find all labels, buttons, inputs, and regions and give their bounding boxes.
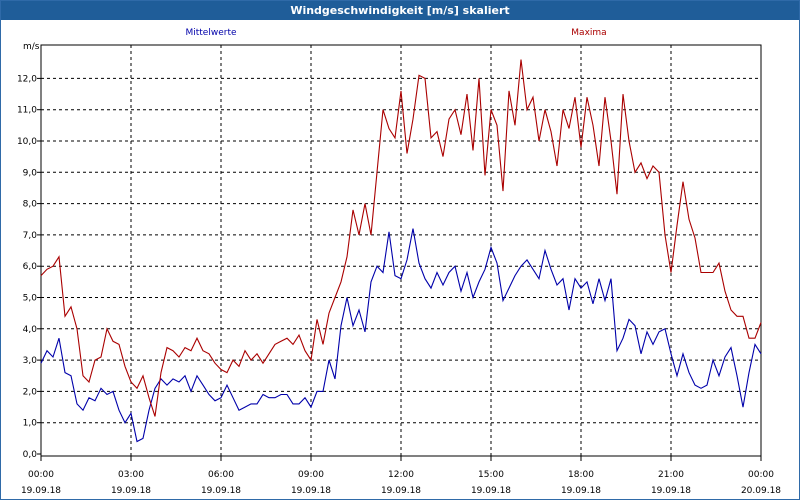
- x-tick-date-label: 20.09.18: [741, 486, 781, 496]
- data-series: [40, 59, 762, 443]
- x-tick-time-label: 06:00: [208, 470, 234, 480]
- y-tick-label: 1,0: [23, 419, 38, 429]
- x-tick-time-label: 00:00: [28, 470, 54, 480]
- x-tick-date-label: 19.09.18: [21, 486, 61, 496]
- legend-mittelwerte: Mittelwerte: [185, 28, 236, 38]
- x-tick-date-label: 19.09.18: [651, 486, 691, 496]
- y-tick-label: 4,0: [23, 325, 38, 335]
- x-tick-date-label: 19.09.18: [201, 486, 241, 496]
- y-tick-label: 6,0: [23, 262, 38, 272]
- y-tick-label: 11,0: [17, 106, 37, 116]
- chart-title: Windgeschwindigkeit [m/s] skaliert: [1, 1, 799, 20]
- chart-canvas: 0,0 1,0 2,0 3,0 4,0 5,0 6,0 7,0 8,0 9,0 10,0 11,0 12…: [17, 28, 781, 496]
- x-axis: 00:00 19.09.18 03:00 19.09.18 06:00 19.09.18 0…: [21, 456, 781, 496]
- x-tick-time-label: 18:00: [568, 470, 594, 480]
- y-tick-label: 3,0: [23, 356, 38, 366]
- y-axis: 0,0 1,0 2,0 3,0 4,0 5,0 6,0 7,0 8,0 9,0 10,0 11,0 12…: [17, 74, 41, 460]
- legend-maxima: Maxima: [571, 28, 606, 38]
- x-tick-date-label: 19.09.18: [561, 486, 601, 496]
- y-tick-label: 12,0: [17, 74, 37, 84]
- x-tick-time-label: 12:00: [388, 470, 414, 480]
- y-tick-label: 9,0: [23, 168, 38, 178]
- x-tick-date-label: 19.09.18: [471, 486, 511, 496]
- x-tick-date-label: 19.09.18: [111, 486, 151, 496]
- x-tick-date-label: 19.09.18: [381, 486, 421, 496]
- y-tick-label: 8,0: [23, 200, 38, 210]
- y-axis-unit-label: m/s: [23, 42, 40, 52]
- gridlines: [41, 45, 761, 456]
- y-tick-label: 7,0: [23, 231, 38, 241]
- x-tick-time-label: 03:00: [118, 470, 144, 480]
- x-tick-time-label: 21:00: [658, 470, 684, 480]
- y-tick-label: 0,0: [23, 450, 38, 460]
- series-line-mittelwerte: [40, 228, 762, 443]
- y-tick-label: 10,0: [17, 137, 37, 147]
- x-tick-time-label: 15:00: [478, 470, 504, 480]
- y-tick-label: 2,0: [23, 387, 38, 397]
- x-tick-date-label: 19.09.18: [291, 486, 331, 496]
- x-tick-time-label: 00:00: [748, 470, 774, 480]
- y-tick-label: 5,0: [23, 294, 38, 304]
- x-tick-time-label: 09:00: [298, 470, 324, 480]
- series-line-maxima: [40, 59, 762, 417]
